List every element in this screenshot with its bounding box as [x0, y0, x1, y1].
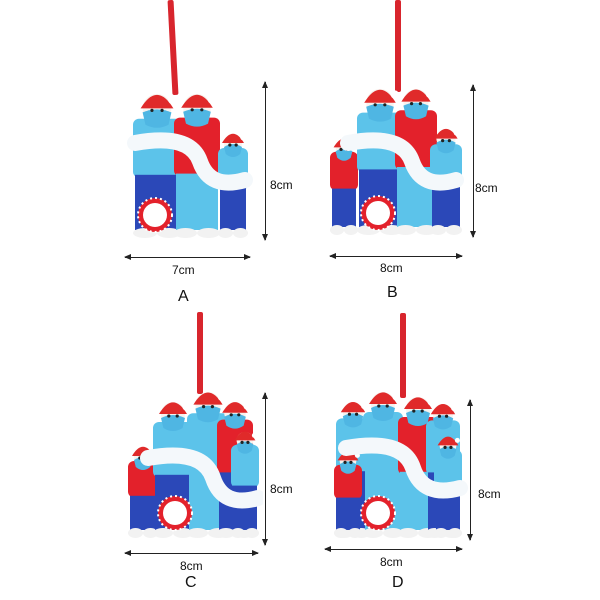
- family-ornament-image: [330, 89, 464, 235]
- banner: [127, 132, 253, 191]
- ribbon: [197, 312, 203, 394]
- width-label: 7cm: [172, 263, 195, 277]
- banner: [340, 132, 464, 191]
- width-label: 8cm: [180, 559, 203, 573]
- panel-letter: A: [178, 288, 189, 305]
- family-ornament-image: [127, 94, 253, 238]
- width-arrow: [324, 546, 463, 552]
- ribbon: [167, 0, 179, 96]
- figure: [334, 451, 362, 538]
- width-arrow: [329, 253, 463, 259]
- family-ornament-image: [334, 392, 468, 538]
- width-arrow: [124, 254, 251, 260]
- panel-letter: C: [185, 574, 197, 591]
- height-label: 8cm: [475, 181, 498, 195]
- height-label: 8cm: [478, 487, 501, 501]
- height-arrow: [470, 84, 476, 238]
- height-label: 8cm: [270, 482, 293, 496]
- banner: [140, 447, 263, 509]
- height-arrow: [467, 399, 473, 541]
- banner: [338, 437, 468, 499]
- width-label: 8cm: [380, 555, 403, 569]
- width-label: 8cm: [380, 261, 403, 275]
- figure: [128, 446, 158, 538]
- width-arrow: [124, 550, 259, 556]
- panel-letter: B: [387, 284, 398, 301]
- ribbon: [395, 0, 401, 92]
- height-arrow: [262, 81, 268, 241]
- panel-letter: D: [392, 574, 404, 591]
- ribbon: [400, 313, 406, 398]
- family-ornament-image: [128, 392, 263, 538]
- height-label: 8cm: [270, 178, 293, 192]
- height-arrow: [262, 392, 268, 546]
- figure: [330, 138, 358, 235]
- figure: [231, 431, 259, 538]
